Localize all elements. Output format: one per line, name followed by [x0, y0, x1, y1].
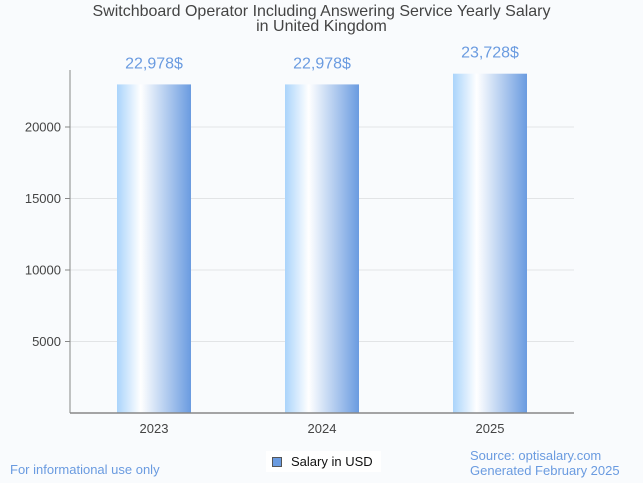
chart-title-line-2: in United Kingdom [256, 18, 387, 35]
bar-2025 [453, 73, 527, 413]
y-tick-label: 10000 [25, 263, 61, 278]
data-label: 22,978$ [125, 55, 183, 72]
bar-2023 [117, 84, 191, 413]
bar-2024 [285, 84, 359, 413]
x-tick-label: 2025 [476, 421, 505, 436]
data-label: 22,978$ [293, 55, 351, 72]
x-tick-label: 2024 [308, 421, 337, 436]
generated-text: Generated February 2025 [470, 463, 620, 478]
data-label: 23,728$ [461, 45, 519, 62]
bars [117, 73, 527, 413]
x-tick-label: 2023 [140, 421, 169, 436]
source-info: Source: optisalary.com Generated Februar… [470, 448, 620, 478]
legend: Salary in USD [266, 451, 381, 472]
chart-title: Switchboard Operator Including Answering… [0, 3, 643, 35]
y-tick-label: 20000 [25, 120, 61, 135]
source-text: Source: optisalary.com [470, 448, 602, 463]
y-axis-ticks: 5000 10000 15000 20000 [25, 120, 70, 349]
legend-swatch-salary [272, 456, 282, 467]
x-axis-ticks: 2023 2024 2025 [140, 421, 505, 436]
data-labels: 22,978$ 22,978$ 23,728$ [125, 45, 519, 73]
chart-title-line-1: Switchboard Operator Including Answering… [92, 3, 551, 20]
y-tick-label: 15000 [25, 191, 61, 206]
y-tick-label: 5000 [32, 334, 61, 349]
legend-label-salary: Salary in USD [291, 454, 373, 469]
disclaimer-text: For informational use only [10, 462, 160, 477]
